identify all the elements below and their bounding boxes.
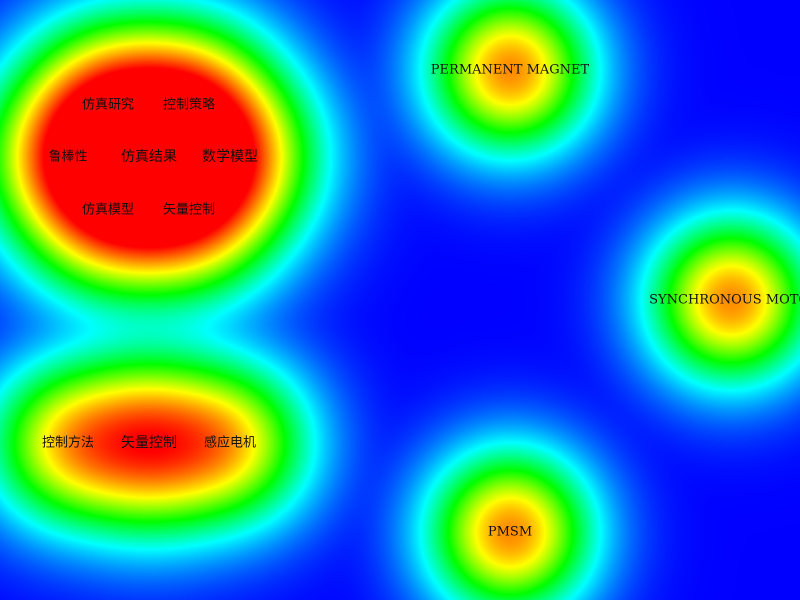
keyword-label[interactable]: SYNCHRONOUS MOTOR bbox=[649, 292, 800, 308]
keyword-label[interactable]: PMSM bbox=[487, 524, 533, 540]
keyword-label[interactable]: 仿真结果 bbox=[121, 149, 177, 165]
keyword-label[interactable]: 控制策略 bbox=[162, 97, 216, 113]
keyword-label[interactable]: 矢量控制 bbox=[121, 435, 177, 451]
keyword-label[interactable]: 鲁棒性 bbox=[48, 149, 88, 165]
keyword-label[interactable]: 仿真研究 bbox=[81, 97, 135, 113]
keyword-label[interactable]: 仿真模型 bbox=[81, 202, 135, 218]
keyword-label[interactable]: 矢量控制 bbox=[162, 202, 216, 218]
keyword-label[interactable]: 控制方法 bbox=[41, 435, 95, 451]
keyword-label[interactable]: 数学模型 bbox=[202, 149, 258, 165]
keyword-label[interactable]: PERMANENT MAGNET bbox=[430, 62, 590, 78]
keyword-label[interactable]: 感应电机 bbox=[203, 435, 257, 451]
